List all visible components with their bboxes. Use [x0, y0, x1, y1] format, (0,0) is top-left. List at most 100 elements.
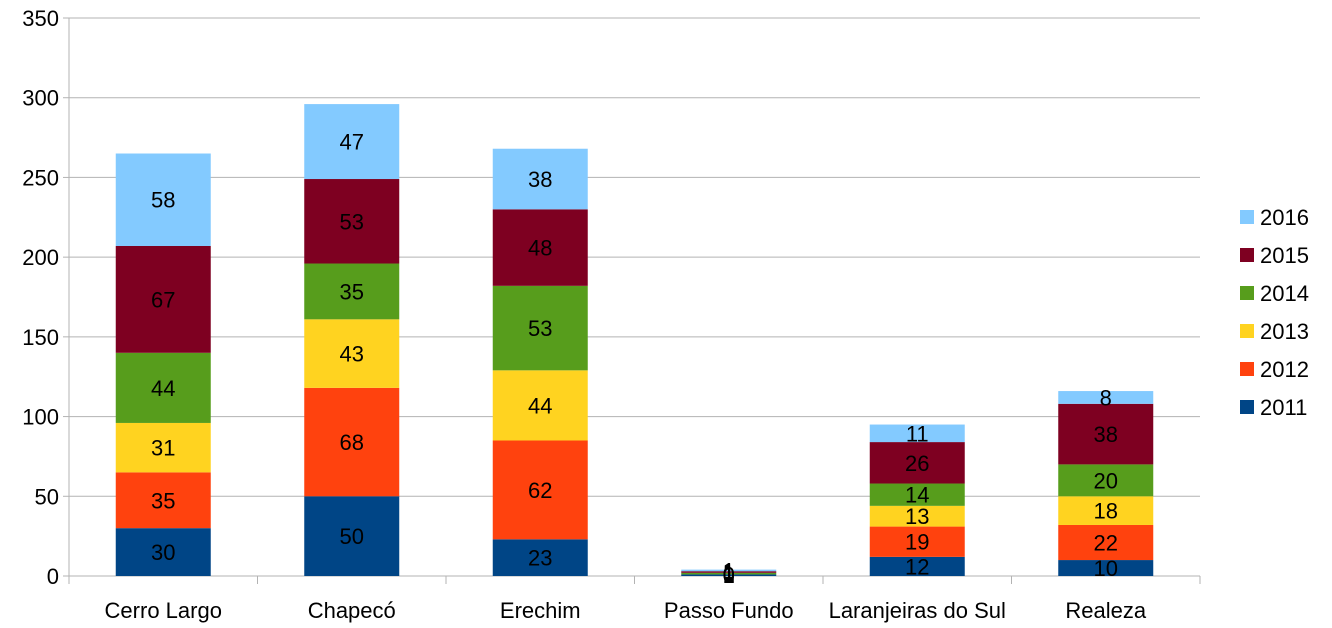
legend-swatch [1240, 248, 1254, 262]
bar-segment [681, 572, 777, 575]
legend-label: 2013 [1260, 319, 1309, 344]
x-tick-label: Chapecó [308, 598, 396, 623]
data-label: 53 [528, 316, 552, 341]
bar-segment [115, 528, 211, 576]
bar-segment [304, 263, 400, 320]
data-label: 68 [340, 430, 364, 455]
legend-swatch [1240, 324, 1254, 338]
data-label: 43 [340, 342, 364, 367]
legend-swatch [1240, 286, 1254, 300]
bar-segment [304, 104, 400, 180]
data-label: 1 [723, 563, 735, 588]
data-label: 13 [905, 504, 929, 529]
bar-segment [869, 442, 965, 484]
y-tick-label: 200 [22, 245, 59, 270]
bar-segment [492, 539, 588, 576]
bar-segment [681, 569, 777, 572]
legend-label: 2014 [1260, 281, 1309, 306]
data-label: 1 [723, 558, 735, 583]
data-label: 0 [723, 562, 735, 587]
x-tick-label: Realeza [1065, 598, 1146, 623]
bar-segment [115, 245, 211, 353]
data-label: 58 [151, 188, 175, 213]
data-label: 48 [528, 236, 552, 261]
data-label: 1 [723, 562, 735, 587]
data-label: 18 [1094, 499, 1118, 524]
bar-segment [304, 387, 400, 497]
bar-segment [681, 574, 777, 576]
x-tick-label: Passo Fundo [664, 598, 794, 623]
data-label: 62 [528, 478, 552, 503]
bar-segment [492, 370, 588, 441]
bar-segment [869, 483, 965, 506]
bar-segment [492, 285, 588, 371]
data-label: 38 [1094, 422, 1118, 447]
bar-segment [115, 352, 211, 423]
data-label: 44 [528, 393, 552, 418]
x-tick-label: Laranjeiras do Sul [829, 598, 1006, 623]
data-label: 26 [905, 451, 929, 476]
bar-segment [115, 153, 211, 246]
y-tick-label: 250 [22, 165, 59, 190]
y-tick-label: 100 [22, 405, 59, 430]
bar-segment [304, 319, 400, 388]
data-label: 19 [905, 530, 929, 555]
y-tick-label: 0 [47, 564, 59, 589]
bar-segment [304, 496, 400, 576]
data-label: 47 [340, 130, 364, 155]
data-label: 38 [528, 167, 552, 192]
bar-segment [115, 422, 211, 473]
legend-label: 2016 [1260, 205, 1309, 230]
data-labels: 3035314467585068433553472362445348381001… [151, 130, 1118, 589]
y-tick-label: 350 [22, 6, 59, 31]
legend-swatch [1240, 210, 1254, 224]
data-label: 8 [1100, 385, 1112, 410]
legend-swatch [1240, 400, 1254, 414]
x-tick-label: Cerro Largo [105, 598, 222, 623]
data-label: 12 [905, 554, 929, 579]
bar-segment [1058, 464, 1154, 497]
data-label: 31 [151, 436, 175, 461]
bar-segment [492, 209, 588, 286]
data-label: 1 [723, 560, 735, 585]
legend: 2016 2015 2014 2013 2012 2011 [1240, 205, 1309, 420]
data-label: 44 [151, 376, 175, 401]
legend-swatch [1240, 362, 1254, 376]
bar-segment [492, 440, 588, 540]
bar-segment [869, 556, 965, 576]
y-tick-label: 50 [35, 484, 59, 509]
bar-segment [1058, 391, 1154, 404]
gridlines [69, 17, 1200, 577]
x-tick-label: Erechim [500, 598, 581, 623]
data-label: 35 [340, 279, 364, 304]
data-label: 11 [906, 421, 929, 446]
bar-segment [1058, 524, 1154, 561]
legend-label: 2015 [1260, 243, 1309, 268]
data-label: 50 [340, 524, 364, 549]
bar-segment [1058, 403, 1154, 465]
bar-segment [304, 179, 400, 264]
data-label: 67 [151, 287, 175, 312]
data-label: 30 [151, 540, 175, 565]
data-label: 53 [340, 209, 364, 234]
data-label: 23 [528, 546, 552, 571]
bar-segment [869, 526, 965, 557]
y-tick-label: 300 [22, 86, 59, 111]
data-label: 35 [151, 488, 175, 513]
bar-segment [869, 505, 965, 527]
data-label: 22 [1094, 531, 1118, 556]
bar-segment [492, 148, 588, 210]
y-tick-label: 150 [22, 325, 59, 350]
legend-label: 2011 [1260, 395, 1307, 420]
data-label: 10 [1094, 556, 1118, 581]
bar-segment [681, 571, 777, 573]
legend-label: 2012 [1260, 357, 1309, 382]
data-label: 14 [905, 483, 929, 508]
bar-segment [1058, 560, 1154, 576]
bars [115, 104, 1154, 576]
bar-segment [115, 472, 211, 529]
data-label: 0 [723, 562, 735, 587]
